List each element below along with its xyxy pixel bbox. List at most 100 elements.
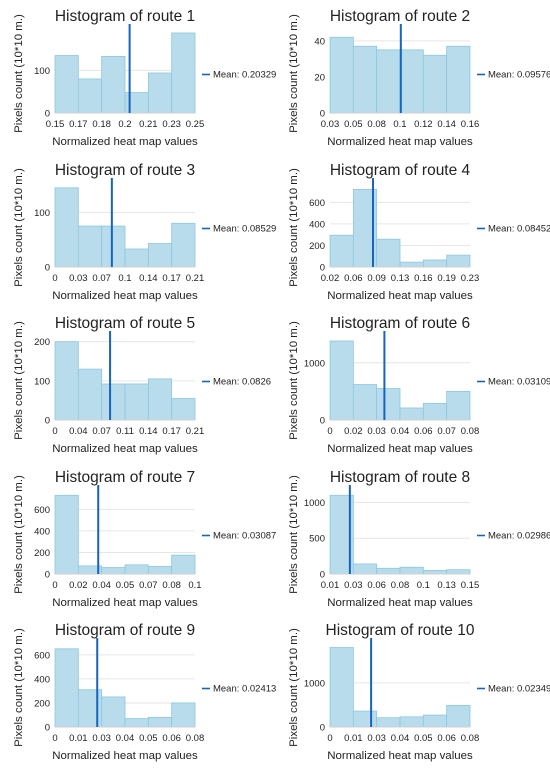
x-tick-label: 0.08 [461, 733, 479, 744]
histogram-chart: Histogram of route 1 0 100 0.15 0.17 0.18 0.2 0… [13, 8, 276, 148]
legend-mean-label: Mean: 0.08452 [488, 223, 550, 234]
histogram-bar [54, 187, 79, 267]
legend-mean-label: Mean: 0.08529 [213, 223, 276, 234]
x-tick-label: 0 [52, 733, 57, 744]
legend-mean-label: Mean: 0.20329 [213, 69, 276, 80]
histogram-bar [422, 54, 448, 114]
histogram-bar [124, 248, 149, 267]
y-tick-label: 600 [309, 197, 325, 208]
x-tick-label: 0.01 [321, 580, 339, 591]
histogram-bar [446, 569, 471, 575]
x-axis-label: Normalized heat map values [327, 443, 473, 455]
y-tick-label: 40 [314, 36, 325, 47]
histogram-bar [147, 717, 173, 728]
histogram-panel-7: Histogram of route 7 0 200 400 600 0 0.02 0.04 0… [0, 461, 276, 615]
y-tick-label: 200 [309, 241, 325, 252]
legend-mean-label: Mean: 0.02413 [213, 684, 276, 695]
y-tick-label: 400 [34, 526, 50, 537]
histogram-bar [422, 569, 448, 575]
histogram-bar [101, 566, 126, 575]
x-tick-label: 0.14 [437, 119, 455, 130]
y-axis-label: Pixels count (10*10 m.) [288, 628, 300, 747]
x-tick-label: 0 [52, 273, 57, 284]
histogram-bar [376, 388, 401, 421]
x-tick-label: 0.04 [92, 580, 110, 591]
histogram-bar [329, 36, 354, 114]
y-axis-label: Pixels count (10*10 m.) [288, 168, 300, 287]
histogram-bar [124, 718, 149, 728]
histogram-bar [101, 696, 126, 728]
histogram-bar [124, 92, 149, 114]
x-tick-label: 0.04 [69, 426, 87, 437]
histogram-chart: Histogram of route 9 0 200 400 600 0 0.01 0.03 0… [13, 622, 276, 762]
x-axis-label: Normalized heat map values [327, 750, 473, 762]
y-tick-label: 200 [34, 699, 50, 710]
histogram-bar [422, 259, 448, 267]
histogram-bar [171, 554, 196, 575]
histogram-bar [399, 261, 424, 267]
x-tick-label: 0.02 [321, 273, 339, 284]
x-tick-label: 0.05 [344, 119, 362, 130]
y-tick-label: 400 [34, 675, 50, 686]
y-axis-label: Pixels count (10*10 m.) [13, 14, 25, 133]
x-tick-label: 0 [52, 426, 57, 437]
histogram-bar [101, 55, 126, 114]
x-tick-label: 0.19 [437, 273, 455, 284]
x-tick-label: 0.07 [92, 273, 110, 284]
x-tick-label: 0.17 [162, 273, 180, 284]
histogram-bar [446, 45, 471, 114]
histogram-panel-5: Histogram of route 5 0 100 200 0 0.04 0.07 0.11… [0, 307, 275, 461]
histogram-bar [329, 340, 354, 421]
y-tick-label: 0 [320, 108, 325, 119]
histogram-chart: Histogram of route 3 0 100 0 0.03 0.07 0.1 0.14… [13, 162, 276, 302]
x-tick-label: 0.23 [162, 119, 180, 130]
histogram-bar [171, 32, 196, 114]
chart-title: Histogram of route 4 [330, 162, 471, 179]
x-tick-label: 0.05 [414, 733, 432, 744]
x-tick-label: 0.07 [139, 580, 157, 591]
x-tick-label: 0.13 [437, 580, 455, 591]
x-axis-label: Normalized heat map values [327, 597, 473, 609]
y-tick-label: 500 [309, 534, 325, 545]
x-tick-label: 0 [52, 580, 57, 591]
histogram-panel-3: Histogram of route 3 0 100 0 0.03 0.07 0.1 0.14… [0, 154, 276, 308]
histogram-bar [446, 254, 471, 267]
y-axis-label: Pixels count (10*10 m.) [13, 475, 25, 594]
histogram-bar [171, 398, 196, 421]
histogram-bar [77, 225, 103, 267]
x-tick-label: 0.03 [367, 426, 385, 437]
x-tick-label: 0.21 [186, 426, 204, 437]
x-tick-label: 0.23 [461, 273, 479, 284]
histogram-bar [376, 717, 401, 728]
x-axis-label: Normalized heat map values [52, 750, 198, 762]
x-tick-label: 0.03 [321, 119, 339, 130]
histogram-bar [399, 49, 424, 114]
x-tick-label: 0.1 [417, 580, 430, 591]
x-tick-label: 0.15 [46, 119, 64, 130]
histogram-panel-4: Histogram of route 4 0 200 400 600 0.02 0.06 0.… [275, 154, 550, 308]
x-tick-label: 0.16 [414, 273, 432, 284]
chart-title: Histogram of route 7 [55, 469, 195, 486]
histogram-bar [54, 341, 79, 421]
histogram-bar [147, 565, 173, 575]
histogram-panel-2: Histogram of route 2 0 20 40 0.03 0.05 0.08 0.1… [275, 0, 550, 154]
histogram-bar [446, 705, 471, 728]
y-tick-label: 1000 [304, 358, 325, 369]
x-tick-label: 0.06 [344, 273, 362, 284]
histogram-chart: Histogram of route 6 0 1000 0 0.02 0.03 0.04 0.… [288, 315, 550, 455]
y-tick-label: 0 [45, 569, 50, 580]
x-tick-label: 0.14 [139, 426, 157, 437]
x-tick-label: 0.14 [139, 273, 157, 284]
histogram-bar [124, 383, 149, 421]
x-axis-label: Normalized heat map values [52, 290, 198, 302]
x-tick-label: 0.1 [118, 273, 131, 284]
y-tick-label: 0 [320, 569, 325, 580]
x-tick-label: 0.2 [118, 119, 131, 130]
x-tick-label: 0.04 [116, 733, 134, 744]
histogram-panel-6: Histogram of route 6 0 1000 0 0.02 0.03 0.04 0.… [275, 307, 550, 461]
legend-mean-label: Mean: 0.03109 [488, 377, 550, 388]
x-tick-label: 0.21 [186, 273, 204, 284]
y-axis-label: Pixels count (10*10 m.) [13, 321, 25, 440]
chart-title: Histogram of route 9 [55, 622, 195, 639]
